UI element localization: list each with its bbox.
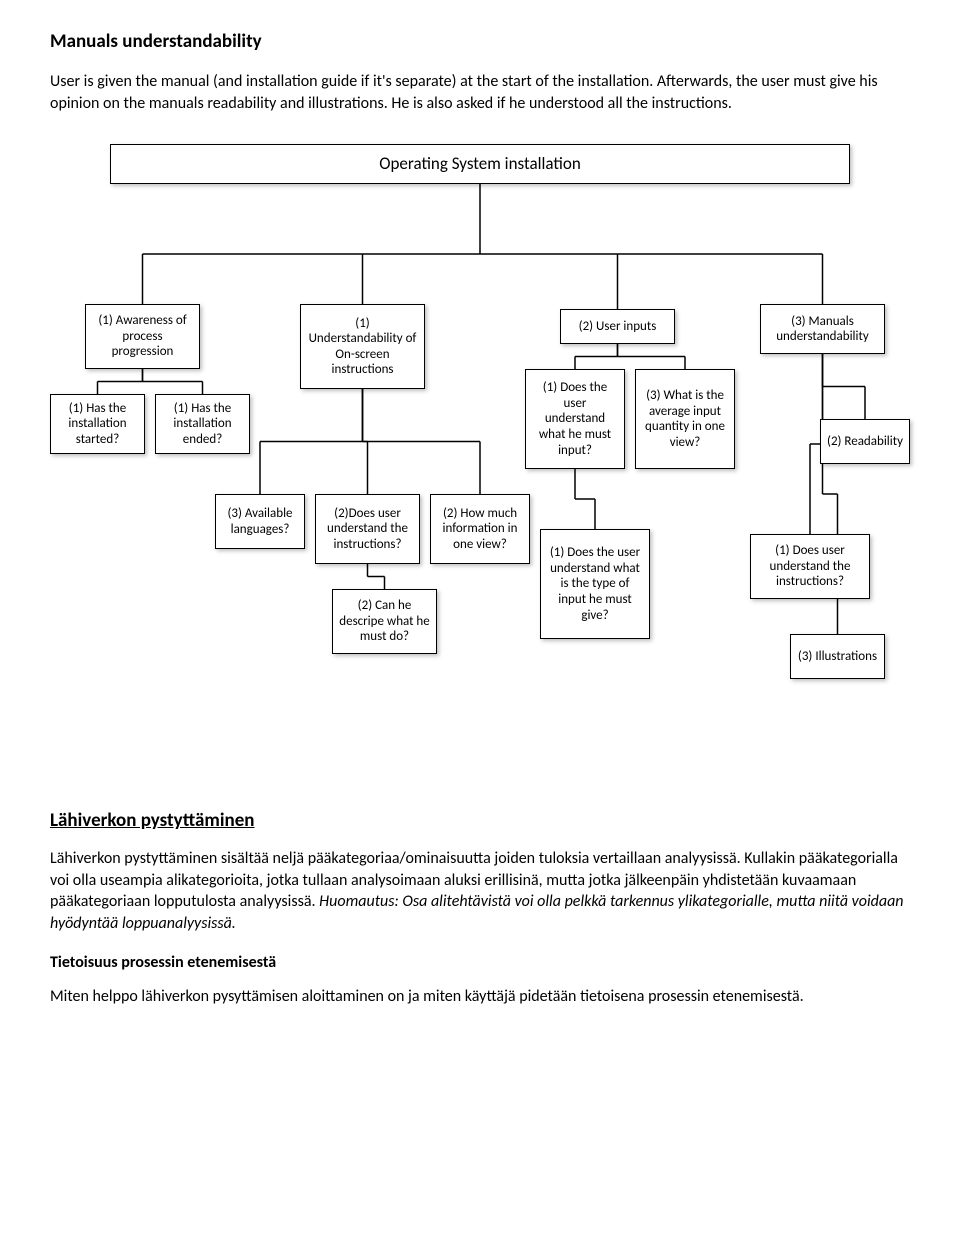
flowchart-node: (3) Available languages? — [215, 494, 305, 549]
flowchart-node: (3) Illustrations — [790, 634, 885, 679]
flowchart-node: (1) Does user understand the instruction… — [750, 534, 870, 599]
flowchart-node: (2) Readability — [820, 419, 910, 464]
root-node: Operating System installation — [110, 144, 850, 184]
connector-layer — [50, 134, 910, 774]
flowchart-node: (3) What is the average input quantity i… — [635, 369, 735, 469]
flowchart-node: (1) Awareness of process progression — [85, 304, 200, 369]
flowchart-node: (3) Manuals understandability — [760, 304, 885, 354]
flowchart-node: (1) Does the user understand what he mus… — [525, 369, 625, 469]
flowchart-node: (1) Has the installation ended? — [155, 394, 250, 454]
flowchart: Operating System installation (1) Awaren… — [50, 134, 910, 774]
intro-paragraph: User is given the manual (and installati… — [50, 71, 910, 114]
flowchart-node: (1) Has the installation started? — [50, 394, 145, 454]
flowchart-node: (2)Does user understand the instructions… — [315, 494, 420, 564]
flowchart-node: (1) Does the user understand what is the… — [540, 529, 650, 639]
flowchart-node: (1) Understandability of On-screen instr… — [300, 304, 425, 389]
flowchart-node: (2) How much information in one view? — [430, 494, 530, 564]
finnish-heading: Lähiverkon pystyttäminen — [50, 809, 910, 832]
page-title: Manuals understandability — [50, 30, 910, 53]
finnish-subheading: Tietoisuus prosessin etenemisestä — [50, 953, 910, 972]
flowchart-node: (2) Can he descripe what he must do? — [332, 589, 437, 654]
finnish-paragraph-2: Miten helppo lähiverkon pysyttämisen alo… — [50, 986, 910, 1008]
finnish-paragraph-1: Lähiverkon pystyttäminen sisältää neljä … — [50, 848, 910, 934]
flowchart-node: (2) User inputs — [560, 309, 675, 344]
